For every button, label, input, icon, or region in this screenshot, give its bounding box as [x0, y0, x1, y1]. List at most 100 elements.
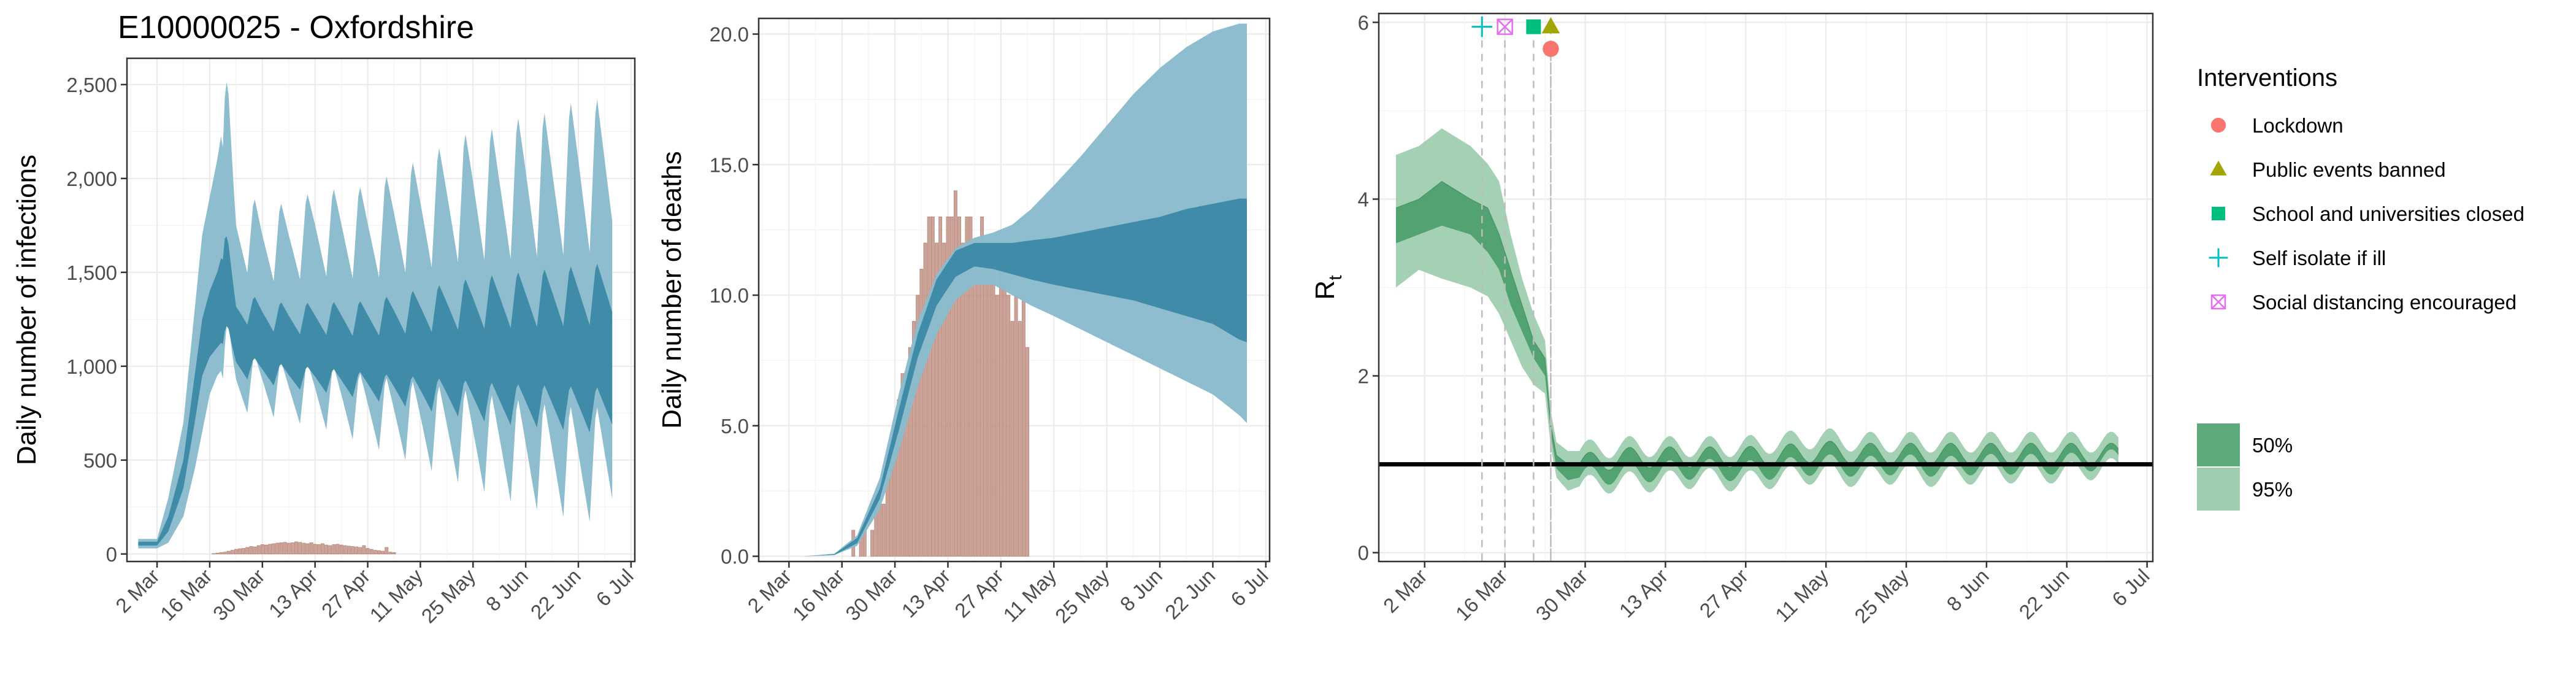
- observed-bars: [851, 190, 1030, 557]
- bar: [324, 544, 328, 555]
- bar: [305, 543, 310, 555]
- legend-label: Public events banned: [2252, 158, 2446, 181]
- legend-key: [2210, 117, 2226, 133]
- bar: [999, 242, 1003, 557]
- panel-border: [1378, 12, 2154, 563]
- bar: [388, 552, 393, 555]
- bar: [302, 542, 306, 555]
- bar: [275, 542, 280, 555]
- x-tick-label: 13 Apr: [1615, 565, 1673, 622]
- bar: [268, 544, 272, 555]
- bar: [249, 546, 253, 555]
- bar: [332, 544, 336, 555]
- legend-label: Social distancing encouraged: [2252, 291, 2517, 314]
- legend-item: Public events banned: [2210, 158, 2446, 181]
- bar: [987, 242, 992, 557]
- x-tick-label: 13 Apr: [897, 565, 955, 622]
- x-tick-label: 16 Mar: [788, 565, 849, 625]
- bar: [965, 216, 969, 557]
- legend-key: [2209, 248, 2228, 268]
- bar: [309, 542, 313, 555]
- panel-border: [757, 17, 1271, 563]
- legend-band-swatch: [2197, 468, 2240, 511]
- band-95: [1396, 128, 2118, 494]
- bar: [995, 295, 999, 557]
- bar: [355, 546, 359, 555]
- x-tick-label: 27 Apr: [950, 565, 1008, 622]
- band-50: [138, 236, 613, 546]
- bar: [219, 552, 223, 555]
- bar: [377, 550, 381, 555]
- y-tick-label: 1,000: [66, 355, 117, 378]
- y-tick-label: 0.0: [721, 545, 749, 568]
- bar: [946, 216, 950, 557]
- bar: [226, 550, 231, 555]
- intervention-marker: [1541, 17, 1560, 34]
- bar: [242, 548, 246, 555]
- bar: [283, 542, 287, 555]
- y-tick-label: 20.0: [710, 23, 749, 46]
- bar: [957, 216, 961, 557]
- bar: [339, 544, 343, 555]
- y-tick-label: 2,000: [66, 168, 117, 190]
- x-tick-label: 22 Jun: [526, 565, 585, 623]
- legend-key: [2212, 207, 2225, 220]
- bar: [1021, 295, 1025, 557]
- bar: [256, 545, 261, 555]
- bar: [878, 503, 882, 557]
- band-95: [138, 82, 613, 549]
- legend: Interventions Lockdown Public events banne…: [2197, 64, 2524, 511]
- bar: [991, 269, 995, 557]
- bar: [358, 547, 362, 555]
- x-tick-label: 27 Apr: [1695, 565, 1753, 622]
- bar: [881, 503, 886, 557]
- legend-item: School and universities closed: [2212, 203, 2524, 225]
- bar: [366, 548, 370, 555]
- band-50: [770, 198, 1247, 557]
- bar: [279, 542, 283, 555]
- rt-panel: 0 2 4 6 2 Mar 16 Mar 30 Mar 13 Apr 27 Apr 11 May 2…: [1310, 11, 2154, 627]
- band-edge: [1395, 180, 2119, 471]
- legend-item: Self isolate if ill: [2209, 247, 2386, 269]
- bar: [916, 295, 920, 557]
- y-tick-label: 5.0: [721, 415, 749, 438]
- bar: [953, 190, 957, 557]
- observed-bars: [212, 541, 396, 555]
- legend-title: Interventions: [2197, 64, 2337, 91]
- x-tick-label: 25 May: [1850, 564, 1913, 627]
- bar: [215, 552, 220, 555]
- x-tick-label: 30 Mar: [1531, 565, 1592, 625]
- bar: [927, 216, 931, 557]
- bar: [238, 548, 242, 555]
- y-tick-label: 0: [106, 543, 117, 566]
- x-tick-label: 11 May: [1771, 564, 1833, 626]
- y-tick-label: 6: [1358, 11, 1369, 34]
- bar: [328, 545, 332, 555]
- bar: [369, 549, 374, 555]
- legend-label: Lockdown: [2252, 114, 2344, 137]
- bar: [1003, 269, 1007, 557]
- chart-title: E10000025 - Oxfordshire: [118, 10, 474, 45]
- band-95: [770, 23, 1247, 557]
- bar: [908, 347, 912, 557]
- legend-band-swatch: [2197, 423, 2240, 466]
- x-tick-label: 11 May: [999, 564, 1060, 626]
- bar: [935, 242, 938, 557]
- x-tick-label: 13 Apr: [264, 565, 322, 622]
- y-tick-label: 0: [1358, 542, 1369, 565]
- x-tick-label: 6 Jul: [1226, 565, 1272, 611]
- legend-label: School and universities closed: [2252, 203, 2524, 225]
- x-tick-label: 22 Jun: [2014, 565, 2073, 623]
- bar: [984, 242, 988, 557]
- legend-key: [2210, 160, 2227, 176]
- y-tick-label: 10.0: [710, 284, 749, 307]
- bar: [961, 242, 965, 557]
- bar: [343, 545, 347, 555]
- x-tick-label: 6 Jul: [591, 565, 637, 611]
- bar: [919, 269, 924, 557]
- x-tick-label: 16 Mar: [1451, 565, 1512, 625]
- bar: [253, 546, 257, 555]
- bar: [335, 544, 340, 555]
